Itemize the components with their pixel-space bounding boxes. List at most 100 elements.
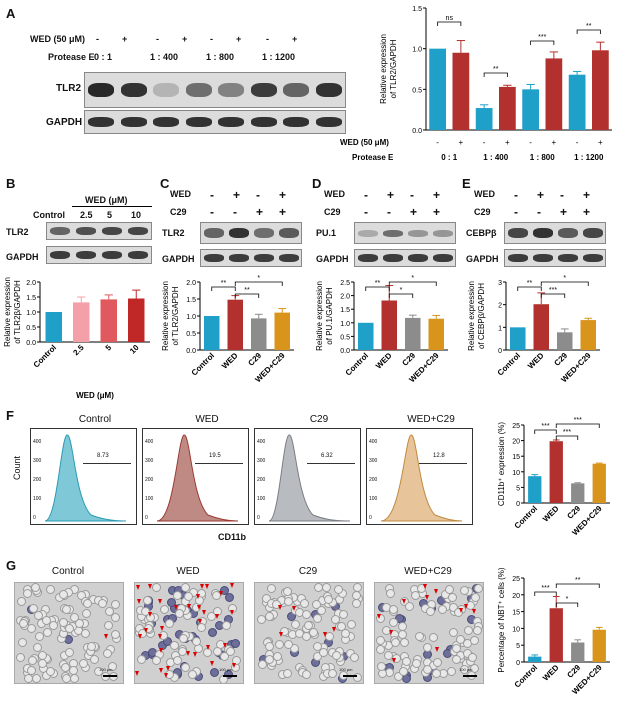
cell [23,589,33,599]
nbt-arrow-icon [425,595,430,601]
x-tick-label: C29 [400,351,417,368]
nbt-arrow-icon [193,652,198,658]
nbt-arrow-icon [322,631,327,637]
blot-d-target [354,222,456,244]
y-axis-label: CD11b⁺ expression (%) [497,422,506,506]
scale-bar [463,675,477,677]
g-image-title: Control [51,566,85,577]
bar [592,50,609,130]
bar [203,316,220,350]
f-histogram: 400 300 200 100 0 19.5 [142,428,249,525]
x-tick-label: WED [526,351,546,371]
sign-wed: + [387,188,395,202]
row-label-c29: C29 [170,207,187,217]
band-label: CEBPβ [466,228,497,238]
nbt-arrow-icon [173,605,178,611]
nbt-arrow-icon [229,583,234,589]
f-gate-value: 19.5 [209,453,221,459]
y-tick-label: 1 [498,325,502,332]
x-tick-label: 5 [104,343,114,353]
sig-bracket [437,21,462,26]
cell [463,648,472,658]
blot-band [101,227,123,235]
f-gate-value: 12.8 [433,453,445,459]
cell [283,639,293,649]
nbt-arrow-icon [402,599,407,605]
sign-wed: + [279,188,287,202]
f-hist-tick: 100 [145,496,154,502]
nbt-arrow-icon [231,663,236,669]
cell [433,657,443,667]
sig-label: * [563,275,566,282]
x-tick-label: Control [513,504,539,530]
nbt-arrow-icon [197,605,202,611]
cell [143,596,153,606]
bar [128,298,145,342]
f-gate-line [307,463,355,464]
blot-band [278,254,299,262]
f-hist-tick: 0 [145,515,148,521]
panel-label-a: A [6,6,16,21]
sig-bracket [365,286,390,291]
cell [319,648,329,658]
bar [429,48,446,130]
sig-label: *** [541,423,549,430]
row-label-protease: Protease E [48,52,95,62]
y-tick-label: 3 [498,280,502,287]
blot-band [357,254,378,262]
a-x-sign: - [483,138,486,147]
f-hist-tick: 100 [33,496,42,502]
x-tick-label: Control [513,663,539,689]
b-col-2-5: 2.5 [80,210,93,220]
cell [398,666,408,676]
cell [314,583,324,593]
sig-label: ns [446,15,454,22]
b-title: WED (μM) [85,195,128,205]
blot-band [557,254,578,262]
y-axis-label: of TLR2/GAPDH [171,286,180,345]
a-x-sign: + [598,138,603,147]
cell [452,654,462,664]
cell [187,669,197,679]
cell [448,592,458,602]
nbt-arrow-icon [144,627,149,633]
cell [309,627,319,637]
cell [167,597,177,607]
cell [384,651,394,661]
sig-label: * [566,596,569,603]
a-wed-sign: + [182,34,188,44]
cell [110,630,120,640]
sig-bracket [517,286,542,291]
bar [250,318,267,350]
nbt-arrow-icon [148,584,153,590]
cell [437,604,447,614]
blot-band [407,254,428,262]
f-histogram: 400 300 200 100 0 12.8 [366,428,473,525]
row-label-c29: C29 [474,207,491,217]
f-gate-line [195,463,243,464]
blot-band [283,117,310,127]
f-hist-tick: 200 [145,477,154,483]
x-tick-label: 10 [128,343,141,356]
g-micrograph: 100 μm [14,582,124,684]
cell [459,585,469,595]
cell [299,598,309,608]
blot-band [507,254,528,262]
f-gate-value: 8.73 [97,453,109,459]
bar [73,302,90,342]
y-axis-label: of TLR2β/GAPDH [13,280,22,344]
y-tick-label: 1.0 [412,47,422,54]
panel-label-g: G [6,558,17,573]
cell [231,639,241,649]
cell [78,659,88,669]
row-label-wed: WED [474,189,495,199]
y-tick-label: 0 [516,660,520,667]
nbt-arrow-icon [434,646,439,652]
blot-band [253,254,274,262]
bar [545,58,563,130]
f-gate-line [419,463,467,464]
cell [17,638,27,648]
blot-band [228,228,249,238]
scale-bar-label: 100 μm [99,667,113,672]
blot-band [228,254,249,262]
